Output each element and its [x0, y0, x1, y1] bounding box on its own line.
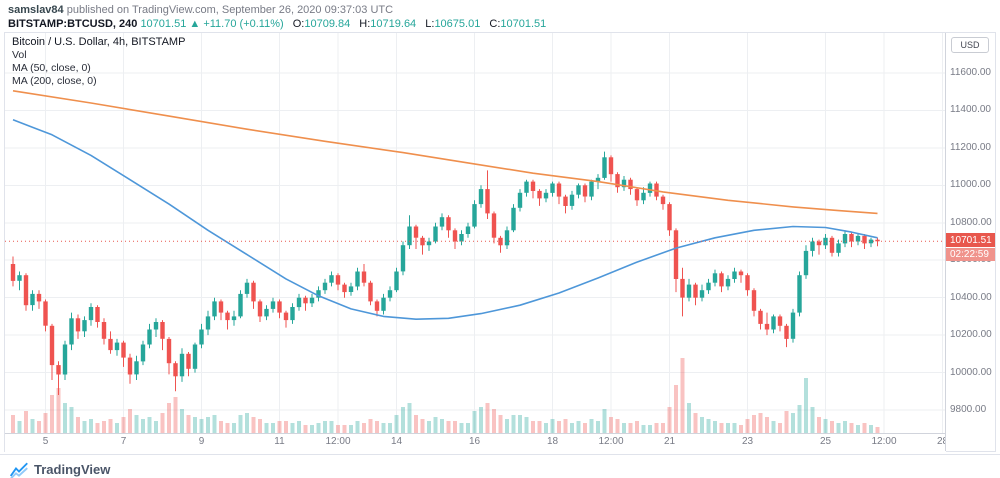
close-label: C:: [489, 18, 501, 30]
time-tick-label: 18: [546, 436, 559, 447]
time-tick-label: 12:00: [871, 436, 897, 447]
legend-ma200-indicator[interactable]: MA (200, close, 0): [12, 75, 97, 87]
time-tick-label: 14: [390, 436, 403, 447]
low-value: 10675.01: [434, 18, 481, 30]
snapshot-header: samslav84 published on TradingView.com, …: [0, 0, 1000, 32]
price-tick-label: 10000.00: [950, 366, 992, 378]
low-label: L:: [425, 18, 435, 30]
symbol-stats-line: BITSTAMP:BTCUSD, 240 10701.51 ▲ +11.70 (…: [8, 17, 992, 31]
last-price-text: 10701.51: [140, 18, 187, 30]
price-tick-label: 9800.00: [950, 404, 987, 415]
price-tick-label: 10800.00: [950, 216, 992, 228]
candles: [10, 151, 880, 395]
price-tick-label: 11600.00: [950, 67, 991, 78]
price-tick-label: 11000.00: [950, 179, 991, 191]
time-tick-label: 9: [198, 436, 205, 447]
gridlines: [5, 33, 946, 433]
currency-unit-button[interactable]: USD: [951, 37, 989, 53]
last-price-badge: 10701.51: [946, 233, 995, 248]
tradingview-logo-icon[interactable]: [10, 461, 28, 478]
time-tick-label: 16: [468, 436, 481, 447]
chart-legend: Bitcoin / U.S. Dollar, 4h, BITSTAMP Vol …: [12, 36, 185, 88]
time-tick-label: 7: [120, 436, 127, 447]
published-info: published on TradingView.com, September …: [66, 4, 394, 16]
tradingview-brand[interactable]: TradingView: [34, 462, 111, 477]
footer: TradingView: [0, 454, 1000, 478]
open-value: 10709.84: [304, 18, 351, 30]
legend-ma50-indicator[interactable]: MA (50, close, 0): [12, 62, 91, 74]
open-label: O:: [292, 18, 305, 30]
price-tick-label: 10200.00: [950, 329, 992, 341]
author-username: samslav84: [8, 4, 64, 16]
time-axis[interactable]: 5 7 9 11 12:00 14 16 18 12:00 21 23 25 12:00 28: [5, 433, 949, 452]
close-value: 10701.51: [500, 18, 547, 30]
ma50-line: [12, 119, 878, 320]
time-tick-label: 5: [42, 436, 49, 447]
legend-symbol-title[interactable]: Bitcoin / U.S. Dollar, 4h, BITSTAMP: [12, 36, 186, 48]
time-tick-label: 11: [274, 436, 285, 447]
high-label: H:: [359, 18, 371, 30]
published-line: samslav84 published on TradingView.com, …: [8, 4, 992, 17]
high-value: 10719.64: [370, 18, 417, 30]
symbol-interval: BITSTAMP:BTCUSD, 240: [8, 18, 138, 30]
price-change-text: ▲ +11.70 (+0.11%): [189, 18, 284, 30]
price-axis[interactable]: USD 11600.00 11400.00 11200.00 11000.00 1080…: [945, 33, 995, 451]
time-tick-label: 12:00: [325, 436, 351, 447]
time-tick-label: 25: [819, 436, 832, 447]
price-tick-label: 10400.00: [950, 291, 992, 303]
time-tick-label: 23: [741, 436, 754, 447]
time-tick-label: 28: [936, 436, 949, 447]
price-tick-label: 11400.00: [950, 104, 991, 116]
time-tick-label: 21: [663, 436, 676, 447]
time-tick-label: 12:00: [598, 436, 624, 447]
price-tick-label: 11200.00: [950, 141, 991, 153]
legend-volume-indicator[interactable]: Vol: [12, 49, 27, 61]
chart-widget: Bitcoin / U.S. Dollar, 4h, BITSTAMP Vol …: [4, 32, 996, 452]
volume-bars: [10, 358, 880, 433]
bar-close-countdown: 02:22:59: [946, 248, 995, 262]
ma200-line: [12, 90, 878, 215]
chart-canvas[interactable]: [5, 33, 946, 433]
